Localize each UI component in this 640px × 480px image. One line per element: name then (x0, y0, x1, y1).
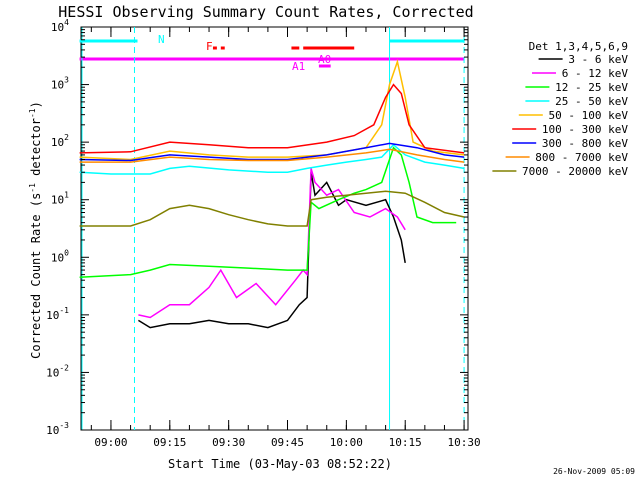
x-axis-label: Start Time (03-May-03 08:52:22) (168, 457, 392, 471)
flag-label: A0 (318, 53, 331, 66)
y-tick-label: 102 (51, 133, 69, 149)
series-line (79, 58, 465, 161)
y-tick-label: 100 (51, 248, 69, 264)
series-line (79, 142, 465, 162)
legend-label: 300 - 800 keV (542, 137, 628, 150)
series-line (79, 143, 465, 175)
legend-label: 25 - 50 keV (555, 95, 628, 108)
y-tick-label: 10-2 (46, 363, 69, 379)
x-tick-label: 09:30 (212, 436, 245, 449)
x-axis: 09:00 09:15 09:30 09:45 10:00 10:15 10:30 (90, 27, 481, 449)
series-line (79, 148, 465, 163)
y-axis: 10-3 10-2 10-1 100 101 102 103 104 (46, 18, 468, 437)
y-axis-label: Corrected Count Rate (s-1 detector-1) (28, 101, 43, 359)
flag-bars: N F A0 A1 (79, 33, 465, 73)
series-line (138, 168, 406, 319)
legend-label: 3 - 6 keV (568, 53, 628, 66)
footer-date: 26-Nov-2009 05:09 (553, 467, 635, 476)
x-tick-label: 09:45 (271, 436, 304, 449)
y-tick-label: 104 (51, 18, 69, 34)
legend-label: 7000 - 20000 keV (522, 165, 628, 178)
y-tick-label: 101 (51, 191, 69, 207)
flag-label: N (158, 33, 165, 46)
x-tick-label: 10:30 (448, 436, 481, 449)
legend-label: 800 - 7000 keV (535, 151, 628, 164)
legend-label: 6 - 12 keV (562, 67, 629, 80)
plot-frame (80, 26, 469, 431)
legend-header: Det 1,3,4,5,6,9 (529, 40, 628, 53)
series-lines (79, 58, 465, 329)
y-tick-label: 10-1 (46, 306, 69, 322)
x-tick-label: 10:15 (389, 436, 422, 449)
marker-lines (81, 27, 465, 430)
x-tick-label: 09:15 (153, 436, 186, 449)
y-tick-label: 10-3 (46, 421, 69, 437)
legend-label: 12 - 25 keV (555, 81, 628, 94)
legend-label: 100 - 300 keV (542, 123, 628, 136)
x-tick-label: 09:00 (94, 436, 127, 449)
y-tick-label: 103 (51, 76, 69, 92)
legend-label: 50 - 100 keV (549, 109, 629, 122)
flag-label: A1 (292, 60, 305, 73)
flag-label: F (206, 40, 213, 53)
series-line (79, 146, 457, 279)
series-line (138, 172, 406, 329)
x-tick-label: 10:00 (330, 436, 363, 449)
chart-title: HESSI Observing Summary Count Rates, Cor… (58, 3, 473, 21)
series-line (79, 83, 465, 154)
series-line (79, 190, 465, 227)
